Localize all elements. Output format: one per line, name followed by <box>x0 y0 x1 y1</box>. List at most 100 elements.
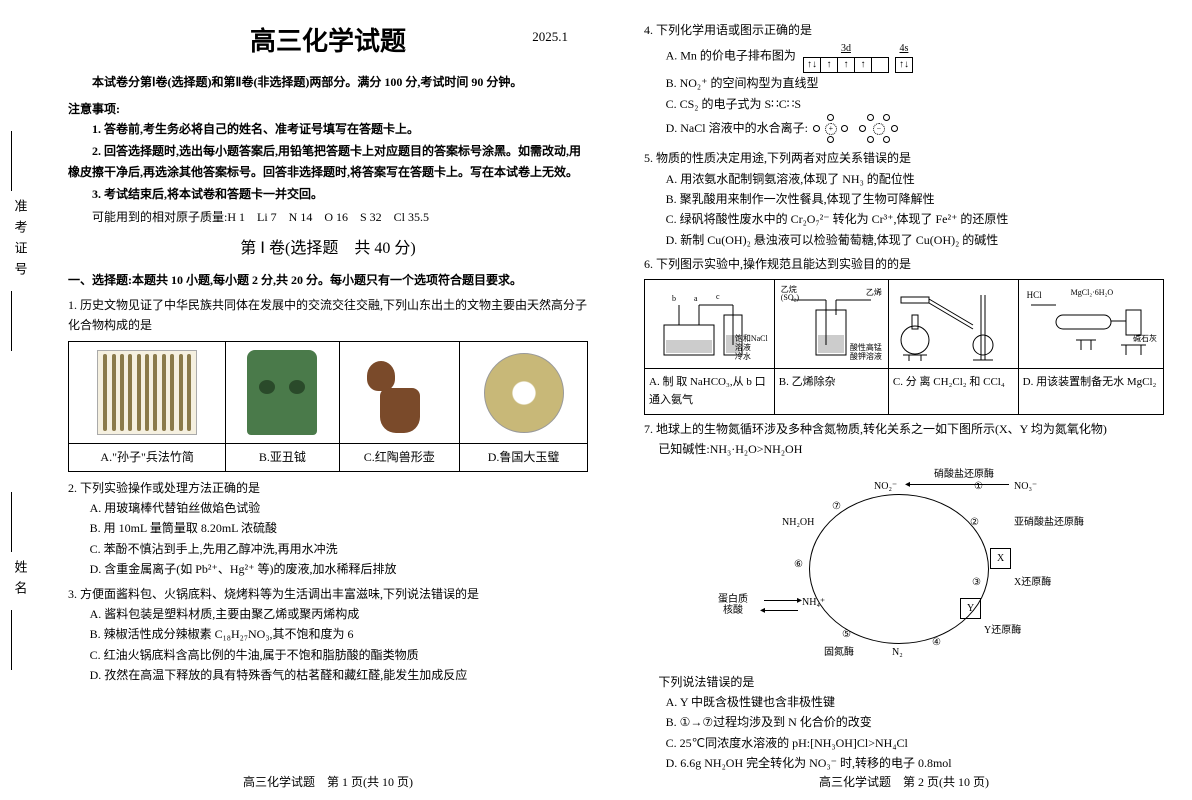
node-no3: NO₃⁻ <box>1014 478 1037 495</box>
node-e2: 亚硝酸盐还原酶 <box>1014 514 1084 531</box>
page-2: 4. 下列化学用语或图示正确的是 A. Mn 的价电子排布图为 3d ↑↓↑↑↑… <box>616 0 1192 800</box>
num-7: ⑦ <box>832 498 841 515</box>
q5-opt-a: A. 用浓氨水配制铜氨溶液,体现了 NH₃ 的配位性 <box>644 169 1164 189</box>
node-e5: 固氮酶 <box>824 644 854 661</box>
q4-d-prefix: D. NaCl 溶液中的水合离子: <box>666 121 808 135</box>
exp-d-lime: 碱石灰 <box>1133 332 1157 346</box>
q3-opt-a: A. 酱料包装是塑料材质,主要由聚乙烯或聚丙烯构成 <box>68 604 588 624</box>
num-4: ④ <box>932 634 941 651</box>
cycle-ring <box>809 494 989 644</box>
q5-text: 5. 物质的性质决定用途,下列两者对应关系错误的是 <box>644 148 1164 168</box>
q5-opt-d: D. 新制 Cu(OH)₂ 悬浊液可以检验葡萄糖,体现了 Cu(OH)₂ 的碱性 <box>644 230 1164 250</box>
node-x: X <box>990 548 1011 569</box>
nitrogen-cycle-diagram: NO₂⁻ NO₃⁻ 硝酸盐还原酶 ① 亚硝酸盐还原酶 ② X X还原酶 ③ Y … <box>714 466 1094 666</box>
q1-opt-a: A."孙子"兵法竹简 <box>69 444 226 471</box>
q1-opt-c: C.红陶兽形壶 <box>339 444 460 471</box>
arrow-protein-1 <box>764 600 798 601</box>
q7-opt-c: C. 25℃同浓度水溶液的 pH:[NH₃OH]Cl>NH₄Cl <box>644 733 1164 753</box>
q3-opt-b: B. 辣椒活性成分辣椒素 C₁₈H₂₇NO₃,其不饱和度为 6 <box>68 624 588 644</box>
title-text: 高三化学试题 <box>250 27 406 56</box>
question-1: 1. 历史文物见证了中华民族共同体在发展中的交流交往交融,下列山东出土的文物主要… <box>68 295 588 472</box>
artifact-jade <box>463 345 584 440</box>
exp-c-img <box>893 284 1014 364</box>
q5-opt-c: C. 绿矾将酸性废水中的 Cr₂O₇²⁻ 转化为 Cr³⁺,体现了 Fe²⁺ 的… <box>644 209 1164 229</box>
exam-title: 高三化学试题 2025.1 <box>68 20 588 64</box>
q2-opt-c: C. 苯酚不慎沾到手上,先用乙醇冲洗,再用水冲洗 <box>68 539 588 559</box>
svg-text:b: b <box>672 294 676 303</box>
q3-opt-d: D. 孜然在高温下释放的具有特殊香气的枯茗醛和藏红醛,能发生加成反应 <box>68 665 588 685</box>
exp-b-sol: 酸性高锰 酸钾溶液 <box>850 344 882 362</box>
q4-opt-c: C. CS₂ 的电子式为 S∷C∷S <box>644 94 1164 114</box>
q1-opt-d: D.鲁国大玉璧 <box>460 444 588 471</box>
name-label: 姓名 <box>11 560 30 602</box>
notice-2: 2. 回答选择题时,选出每小题答案后,用铅笔把答题卡上对应题目的答案标号涂黑。如… <box>68 141 588 182</box>
q1-text: 1. 历史文物见证了中华民族共同体在发展中的交流交往交融,下列山东出土的文物主要… <box>68 295 588 336</box>
q7-opt-a: A. Y 中既含极性键也含非极性键 <box>644 692 1164 712</box>
q3-opt-c: C. 红油火锅底料含高比例的牛油,属于不饱和脂肪酸的酯类物质 <box>68 645 588 665</box>
side-line <box>11 492 12 552</box>
q4-text: 4. 下列化学用语或图示正确的是 <box>644 20 1164 40</box>
q7-opt-b: B. ①→⑦过程均涉及到 N 化合价的改变 <box>644 712 1164 732</box>
exp-d-mg: MgCl₂·6H₂O <box>1071 286 1113 300</box>
page-1: 高三化学试题 2025.1 本试卷分第Ⅰ卷(选择题)和第Ⅱ卷(非选择题)两部分。… <box>40 0 616 800</box>
question-4: 4. 下列化学用语或图示正确的是 A. Mn 的价电子排布图为 3d ↑↓↑↑↑… <box>644 20 1164 144</box>
side-line <box>11 291 12 351</box>
q7-basic: 已知碱性:NH₃·H₂O>NH₂OH <box>644 439 1164 459</box>
q2-opt-d: D. 含重金属离子(如 Pb²⁺、Hg²⁺ 等)的废液,加水稀释后排放 <box>68 559 588 579</box>
node-nh2oh: NH₂OH <box>782 514 814 531</box>
q6-cell-d: D. 用该装置制备无水 MgCl₂ <box>1018 368 1163 414</box>
q4-opt-d: D. NaCl 溶液中的水合离子: + − <box>644 114 1164 144</box>
experiment-table: b a c 饱和NaCl 溶液 冷水 <box>644 279 1164 415</box>
q4-opt-a: A. Mn 的价电子排布图为 3d ↑↓↑↑↑ 4s ↑↓ <box>644 40 1164 73</box>
section-1-desc: 一、选择题:本题共 10 小题,每小题 2 分,共 20 分。每小题只有一个选项… <box>68 270 588 290</box>
exp-b-img: 乙烷 (SO₂) 乙烯 酸性高锰 酸钾溶液 <box>779 284 884 364</box>
q2-opt-b: B. 用 10mL 量筒量取 8.20mL 浓硫酸 <box>68 518 588 538</box>
q6-cell-c: C. 分 离 CH₂Cl₂ 和 CCl₄ <box>888 368 1018 414</box>
node-n2: N₂ <box>892 644 903 661</box>
artifact-bamboo <box>72 345 222 440</box>
exam-date: 2025.1 <box>532 26 568 48</box>
intro-text: 本试卷分第Ⅰ卷(选择题)和第Ⅱ卷(非选择题)两部分。满分 100 分,考试时间 … <box>68 72 588 92</box>
q7-text: 7. 地球上的生物氮循环涉及多种含氮物质,转化关系之一如下图所示(X、Y 均为氮… <box>644 419 1164 439</box>
arrow-1 <box>909 484 1009 485</box>
node-e3: X还原酶 <box>1014 574 1051 591</box>
q2-text: 2. 下列实验操作或处理方法正确的是 <box>68 478 588 498</box>
atomic-mass: 可能用到的相对原子质量:H 1 Li 7 N 14 O 16 S 32 Cl 3… <box>68 207 588 227</box>
exp-a-img: b a c 饱和NaCl 溶液 冷水 <box>649 284 770 364</box>
exam-id-label: 准考证号 <box>11 199 30 283</box>
node-nh4: NH₄⁺ <box>802 594 825 611</box>
orbital-4s-label: 4s <box>895 40 913 57</box>
question-7: 7. 地球上的生物氮循环涉及多种含氮物质,转化关系之一如下图所示(X、Y 均为氮… <box>644 419 1164 774</box>
page-container: 准考证号 姓名 高三化学试题 2025.1 本试卷分第Ⅰ卷(选择题)和第Ⅱ卷(非… <box>0 0 1192 800</box>
orbital-diagram: 3d ↑↓↑↑↑ 4s ↑↓ <box>803 40 919 73</box>
artifact-table: A."孙子"兵法竹简 B.亚丑钺 C.红陶兽形壶 D.鲁国大玉璧 <box>68 341 588 471</box>
notice-1: 1. 答卷前,考生务必将自己的姓名、准考证号填写在答题卡上。 <box>68 119 588 139</box>
notice-3: 3. 考试结束后,将本试卷和答题卡一并交回。 <box>68 184 588 204</box>
node-e4: Y还原酶 <box>984 622 1021 639</box>
num-3: ③ <box>972 574 981 591</box>
q6-text: 6. 下列图示实验中,操作规范且能达到实验目的的是 <box>644 254 1164 274</box>
ion-diagram: + − <box>811 114 899 144</box>
num-5: ⑤ <box>842 626 851 643</box>
artifact-mask <box>229 345 335 440</box>
exp-a-label: 饱和NaCl 溶液 冷水 <box>735 335 768 361</box>
question-6: 6. 下列图示实验中,操作规范且能达到实验目的的是 <box>644 254 1164 415</box>
node-no2: NO₂⁻ <box>874 478 897 495</box>
q6-cell-b: B. 乙烯除杂 <box>774 368 888 414</box>
exp-b-out: 乙烯 <box>866 286 882 300</box>
footer-2: 高三化学试题 第 2 页(共 10 页) <box>616 772 1192 792</box>
q4-opt-b: B. NO₂⁺ 的空间构型为直线型 <box>644 73 1164 93</box>
svg-text:a: a <box>694 294 698 303</box>
q1-opt-b: B.亚丑钺 <box>226 444 339 471</box>
q5-opt-b: B. 聚乳酸用来制作一次性餐具,体现了生物可降解性 <box>644 189 1164 209</box>
num-1: ① <box>974 478 983 495</box>
node-e1: 硝酸盐还原酶 <box>934 466 994 483</box>
node-protein: 蛋白质 核酸 <box>718 594 748 616</box>
question-5: 5. 物质的性质决定用途,下列两者对应关系错误的是 A. 用浓氨水配制铜氨溶液,… <box>644 148 1164 250</box>
exp-b-in: 乙烷 (SO₂) <box>781 286 799 304</box>
arrow-protein-2 <box>764 610 798 611</box>
exp-d-hcl: HCl <box>1027 288 1042 303</box>
q3-text: 3. 方便面酱料包、火锅底料、烧烤料等为生活调出丰富滋味,下列说法错误的是 <box>68 584 588 604</box>
q4-a-prefix: A. Mn 的价电子排布图为 <box>666 49 796 63</box>
notice-title: 注意事项: <box>68 99 588 119</box>
